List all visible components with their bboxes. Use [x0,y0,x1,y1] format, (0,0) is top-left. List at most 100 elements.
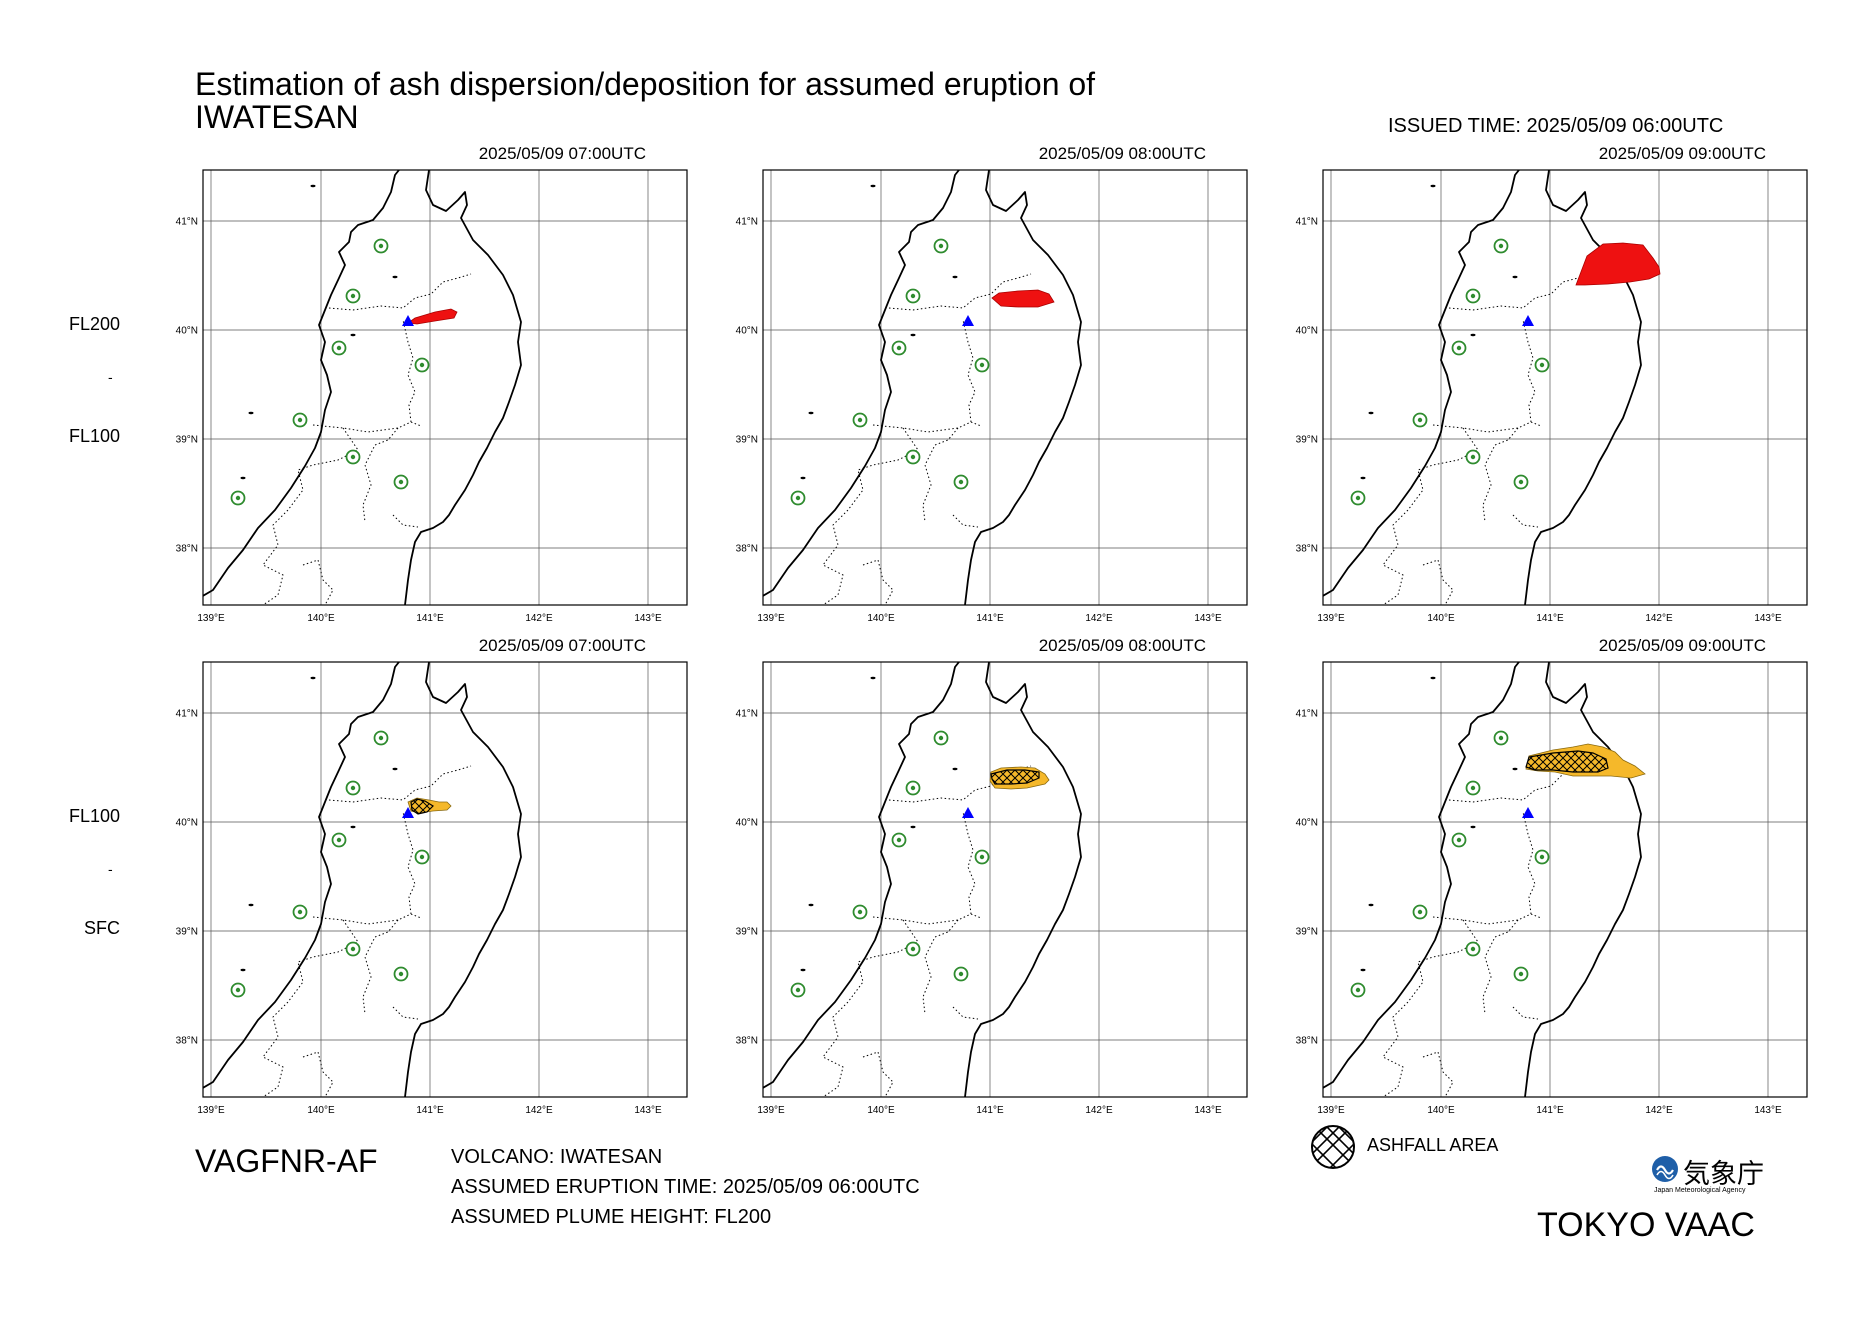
island [800,476,806,480]
island [1512,767,1518,771]
green-circle-icon [1451,340,1467,356]
lon-label: 139°E [1317,613,1345,624]
lon-label: 142°E [1645,1105,1673,1116]
lon-label: 139°E [197,1105,225,1116]
green-circle-icon [292,904,308,920]
green-circle-icon [1493,238,1509,254]
island [1368,411,1374,415]
island [240,968,246,972]
lon-label: 142°E [525,613,553,624]
graticule [203,662,687,1097]
product-code: VAGFNR-AF [195,1143,378,1179]
island [392,275,398,279]
green-circle-icon [1350,490,1366,506]
ash-cloud-upper [406,308,458,325]
lat-label: 39°N [176,927,198,938]
map-frame [762,169,1248,606]
green-circle-icon [891,832,907,848]
lon-label: 140°E [307,1105,335,1116]
prefecture-borders [1382,273,1592,605]
island [1470,333,1476,337]
map-panel-bottom-2: 41°N 40°N 39°N 38°N 139°E 140°E 141°E 142°E 143°… [736,661,1248,1116]
green-circle-icon [1465,288,1481,304]
title-line1: Estimation of ash dispersion/deposition … [195,66,1096,102]
issued-time: ISSUED TIME: 2025/05/09 06:00UTC [1388,115,1724,137]
map-panel-bottom-1: 41°N 40°N 39°N 38°N 139°E 140°E 141°E 142°E 143°… [176,661,688,1116]
level-top-upper: FL200 [68,314,120,334]
island [870,184,876,188]
blue-triangle-icon [1522,807,1534,818]
island [350,825,356,829]
prefecture-borders [262,765,472,1097]
lon-label: 139°E [197,613,225,624]
graticule [203,170,687,605]
map-panel-top-2: 41°N 40°N 39°N 38°N 139°E 140°E 141°E 142°E 143°… [736,169,1248,624]
lat-label: 40°N [1296,818,1318,829]
green-circle-icon [891,340,907,356]
green-circle-icon [974,849,990,865]
green-circle-icon [1465,780,1481,796]
lon-label: 143°E [1194,613,1222,624]
island [808,903,814,907]
prefecture-borders [262,273,472,605]
island [952,275,958,279]
green-circle-icon [345,288,361,304]
island [808,411,814,415]
island [240,476,246,480]
coastline [1323,662,1642,1097]
green-circle-icon [292,412,308,428]
green-circle-icon [905,780,921,796]
lat-label: 38°N [736,544,758,555]
island [350,333,356,337]
agency-name-english: Japan Meteorological Agency [1654,1187,1746,1194]
lat-label: 38°N [736,1036,758,1047]
lat-label: 40°N [176,818,198,829]
level-bottom-lower: SFC [84,918,120,938]
lat-label: 41°N [736,709,758,720]
island [1430,676,1436,680]
lat-label: 41°N [176,217,198,228]
green-circle-icon [1465,449,1481,465]
island [248,903,254,907]
green-circle-icon [905,449,921,465]
green-circle-icon [414,357,430,373]
lat-label: 38°N [176,1036,198,1047]
green-circle-icon [1534,357,1550,373]
legend-ashfall-label: ASHFALL AREA [1367,1135,1499,1155]
prefecture-borders [822,765,1032,1097]
crosshatch-circle-icon [1311,1125,1355,1169]
green-circle-icon [1412,904,1428,920]
lon-label: 143°E [634,1105,662,1116]
green-circle-icon [1465,941,1481,957]
green-circle-icon [230,982,246,998]
lat-label: 40°N [736,818,758,829]
lon-label: 141°E [1536,1105,1564,1116]
island [870,676,876,680]
lat-label: 40°N [736,326,758,337]
lat-label: 41°N [1296,709,1318,720]
green-circle-icon [393,966,409,982]
green-circle-icon [1451,832,1467,848]
lon-label: 140°E [307,613,335,624]
lat-label: 41°N [736,217,758,228]
graticule [1323,170,1807,605]
green-circle-icon [790,490,806,506]
ash-cloud-upper [1575,242,1661,286]
coastline [763,170,1082,605]
ashfall-area [410,798,434,815]
level-bottom-upper: FL100 [68,806,120,826]
plume-height: ASSUMED PLUME HEIGHT: FL200 [451,1206,772,1228]
tokyo-vaac: TOKYO VAAC [1537,1206,1755,1244]
lon-label: 140°E [867,613,895,624]
island [310,676,316,680]
lat-label: 38°N [176,544,198,555]
map-panel-top-3: 41°N 40°N 39°N 38°N 139°E 140°E 141°E 142°E 143°… [1296,169,1808,624]
title-line2: IWATESAN [195,99,359,135]
lat-label: 39°N [1296,927,1318,938]
green-circle-icon [905,941,921,957]
lat-label: 41°N [176,709,198,720]
lat-label: 41°N [1296,217,1318,228]
green-circle-icon [345,941,361,957]
blue-triangle-icon [962,807,974,818]
blue-triangle-icon [962,315,974,326]
